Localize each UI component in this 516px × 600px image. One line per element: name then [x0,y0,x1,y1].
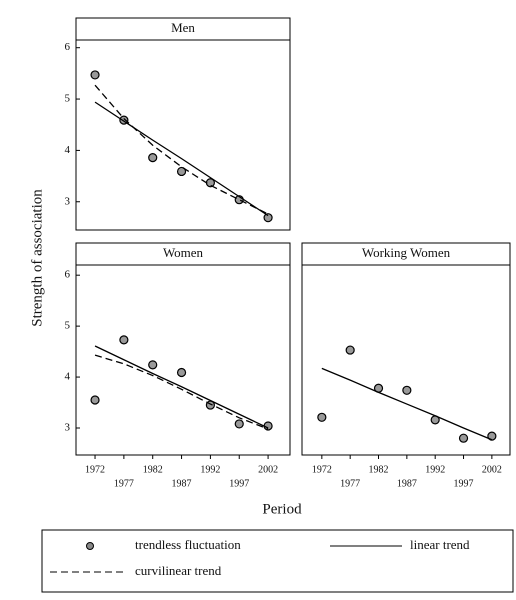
x-tick-label: 2002 [258,464,278,475]
data-point [176,367,187,378]
trend-line [94,101,269,217]
x-tick-label: 1977 [340,478,360,489]
y-tick-label: 3 [65,195,71,207]
x-tick-label: 1977 [114,478,134,489]
data-point [345,345,355,355]
data-point [234,419,244,429]
legend-label: curvilinear trend [135,563,222,578]
data-point [148,152,158,163]
data-point [263,213,273,223]
x-tick-label: 1997 [229,478,249,489]
data-point [176,166,187,177]
y-tick-label: 5 [65,320,71,332]
legend-label: linear trend [410,537,470,552]
x-tick-label: 1982 [143,464,163,475]
x-tick-label: 1997 [454,478,474,489]
y-tick-label: 4 [65,371,71,383]
data-point [148,360,158,370]
legend-box [41,529,514,593]
x-tick-label: 1972 [85,464,105,475]
y-axis-label: Strength of association [29,189,45,327]
trend-line [321,367,493,441]
x-tick-label: 2002 [482,464,502,475]
panel-frame [75,264,291,456]
data-point [487,431,497,441]
panel-frame [75,39,291,231]
y-tick-label: 3 [65,422,71,434]
data-point [402,385,412,395]
y-tick-label: 4 [65,144,71,156]
x-tick-label: 1987 [172,478,192,489]
data-point [317,412,327,422]
x-tick-label: 1992 [425,464,445,475]
panel-title: Women [163,245,204,260]
data-point [90,395,100,405]
trend-line [94,354,269,430]
y-tick-label: 5 [65,93,71,105]
trend-line [94,84,269,215]
x-tick-label: 1972 [312,464,332,475]
panel-frame [301,264,511,456]
x-tick-label: 1987 [397,478,417,489]
data-point [458,433,469,443]
y-tick-label: 6 [65,41,71,53]
legend-label: trendless fluctuation [135,537,241,552]
data-point [90,70,100,80]
legend-marker [86,542,94,550]
panel-title: Men [171,20,195,35]
data-point [119,335,129,345]
trend-line [94,345,269,429]
x-tick-label: 1992 [200,464,220,475]
panel-title: Working Women [362,245,451,260]
x-axis-label: Period [262,501,302,517]
x-tick-label: 1982 [369,464,389,475]
y-tick-label: 6 [65,269,71,281]
